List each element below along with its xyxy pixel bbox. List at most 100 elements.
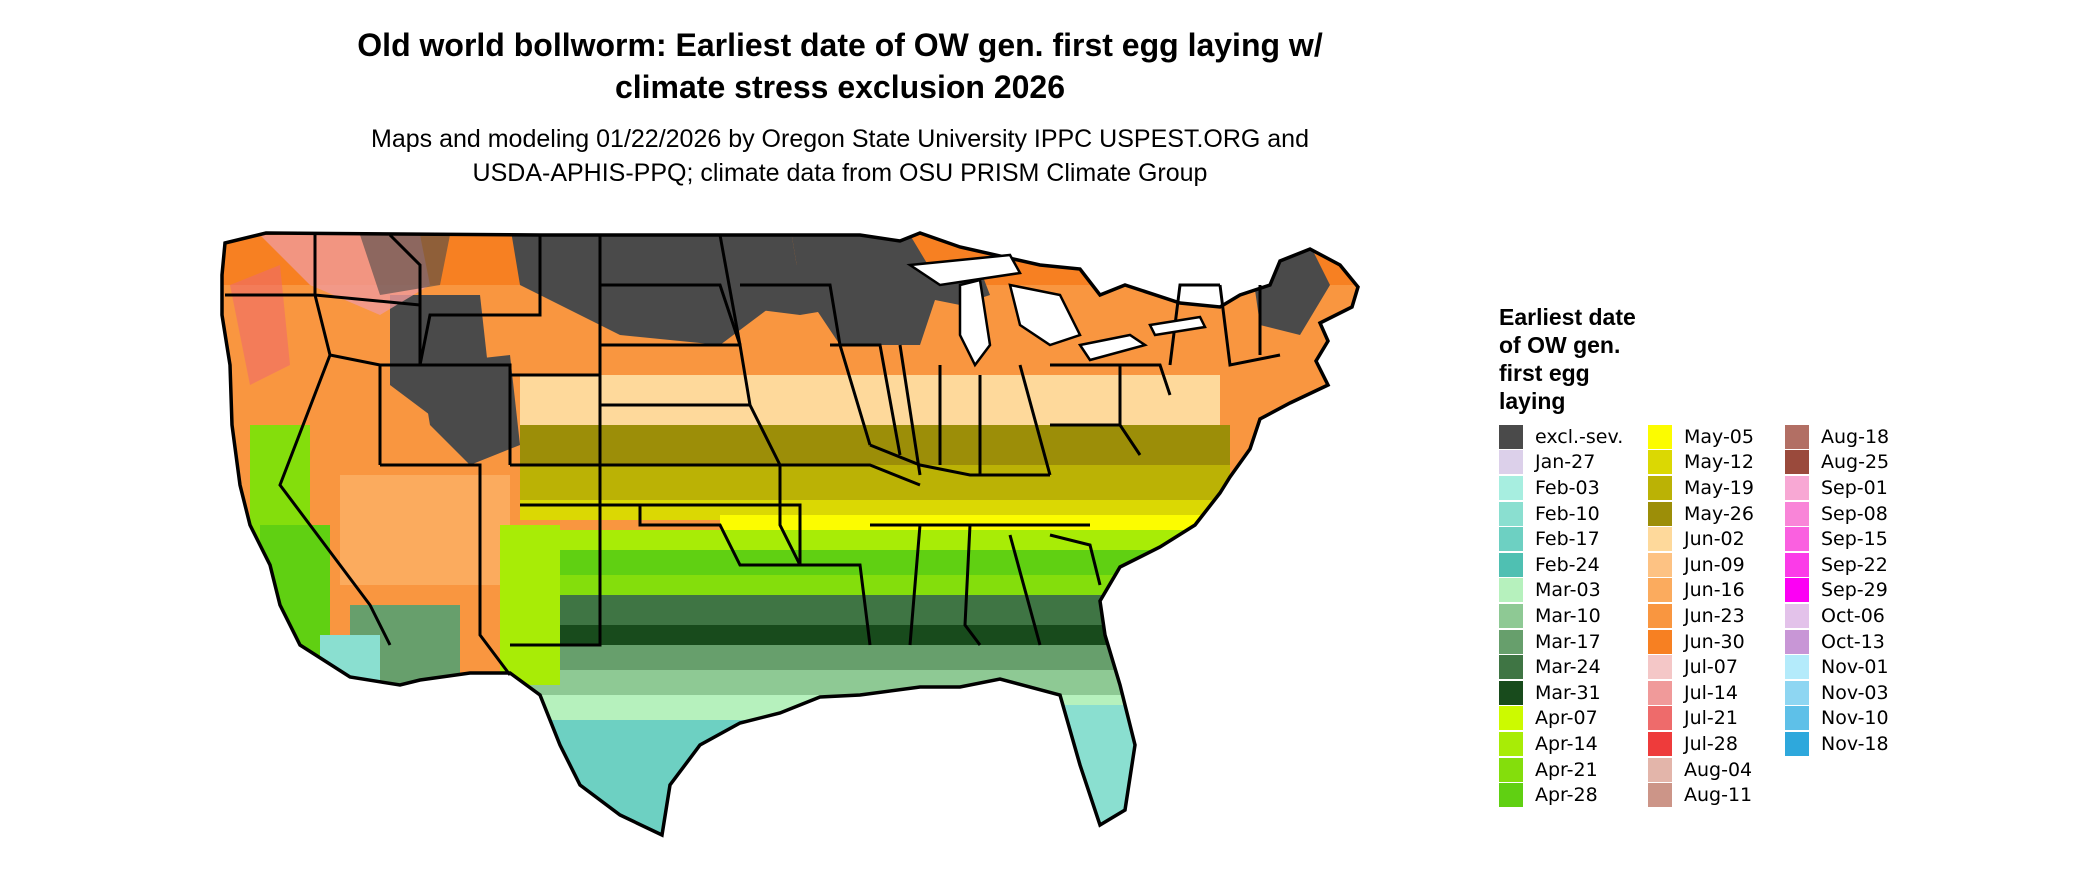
map-title: Old world bollworm: Earliest date of OW …	[300, 24, 1380, 108]
legend-swatch	[1499, 527, 1523, 552]
legend-swatch	[1648, 450, 1672, 475]
legend-swatch	[1499, 655, 1523, 680]
legend-item: Oct-13	[1785, 629, 1889, 655]
legend-swatch	[1785, 424, 1809, 449]
legend-label: Nov-10	[1821, 707, 1889, 730]
legend-label: Sep-15	[1821, 528, 1888, 551]
legend-item: May-12	[1648, 450, 1754, 476]
legend-swatch	[1499, 680, 1523, 705]
legend-item: Nov-10	[1785, 706, 1889, 732]
map-subtitle: Maps and modeling 01/22/2026 by Oregon S…	[300, 122, 1380, 190]
legend-label: Sep-22	[1821, 553, 1888, 576]
title-line-2: climate stress exclusion 2026	[614, 69, 1066, 105]
legend-swatch	[1785, 655, 1809, 680]
map-fill-layer	[222, 233, 1358, 835]
legend-swatch	[1499, 424, 1523, 449]
legend-label: Mar-17	[1535, 630, 1601, 653]
legend-label: Jul-07	[1684, 656, 1738, 679]
legend-item: Nov-01	[1785, 654, 1889, 680]
legend-item: Mar-03	[1499, 578, 1623, 604]
legend-swatch	[1499, 731, 1523, 756]
legend-title-line: laying	[1499, 388, 1566, 414]
legend-swatch	[1648, 552, 1672, 577]
legend-swatch	[1648, 731, 1672, 756]
legend-label: Aug-04	[1684, 758, 1753, 781]
legend-swatch	[1499, 475, 1523, 500]
legend-swatch	[1785, 629, 1809, 654]
us-map	[220, 231, 1360, 837]
legend-item: Feb-03	[1499, 475, 1623, 501]
legend-label: excl.-sev.	[1535, 425, 1624, 448]
legend-swatch	[1499, 450, 1523, 475]
map-panel	[220, 225, 1470, 890]
legend-swatch	[1499, 552, 1523, 577]
legend-label: Jul-14	[1684, 681, 1738, 704]
legend-label: Oct-06	[1821, 604, 1885, 627]
legend-swatch	[1648, 424, 1672, 449]
legend-item: Aug-04	[1648, 757, 1754, 783]
legend-label: May-26	[1684, 502, 1754, 525]
legend-item: Feb-10	[1499, 501, 1623, 527]
legend-label: Apr-07	[1535, 707, 1598, 730]
legend-label: Apr-14	[1535, 732, 1598, 755]
legend-item: Feb-17	[1499, 526, 1623, 552]
legend-label: Mar-03	[1535, 579, 1601, 602]
legend-swatch	[1499, 629, 1523, 654]
legend-swatch	[1648, 655, 1672, 680]
legend-item: Sep-22	[1785, 552, 1889, 578]
legend-swatch	[1648, 757, 1672, 782]
legend-swatch	[1785, 501, 1809, 526]
legend-column-2: May-05 May-12 May-19 May-26 Jun-02 Jun-09 Jun-…	[1648, 424, 1754, 808]
legend-label: Jun-23	[1684, 604, 1745, 627]
legend-swatch	[1648, 783, 1672, 808]
legend-item: Aug-25	[1785, 450, 1889, 476]
legend-item: Jun-30	[1648, 629, 1754, 655]
legend-label: Mar-24	[1535, 656, 1601, 679]
legend-label: Feb-03	[1535, 476, 1600, 499]
legend-swatch	[1785, 603, 1809, 628]
legend-item: Jun-02	[1648, 526, 1754, 552]
legend-swatch	[1785, 706, 1809, 731]
legend-label: Feb-10	[1535, 502, 1600, 525]
legend-item: Aug-18	[1785, 424, 1889, 450]
legend-swatch	[1785, 475, 1809, 500]
legend-label: Jun-16	[1684, 579, 1745, 602]
legend-item: Mar-24	[1499, 654, 1623, 680]
state-borders	[225, 233, 1281, 676]
legend-swatch	[1499, 501, 1523, 526]
legend-swatch	[1499, 783, 1523, 808]
legend-label: Sep-08	[1821, 502, 1888, 525]
legend-item: Jun-09	[1648, 552, 1754, 578]
legend-swatch	[1785, 527, 1809, 552]
legend-item: Jul-14	[1648, 680, 1754, 706]
legend-label: Jun-02	[1684, 528, 1745, 551]
legend-item: Feb-24	[1499, 552, 1623, 578]
legend-item: Apr-21	[1499, 757, 1623, 783]
title-line-1: Old world bollworm: Earliest date of OW …	[357, 27, 1323, 63]
legend-item: Sep-15	[1785, 526, 1889, 552]
legend-item: Nov-18	[1785, 731, 1889, 757]
legend-swatch	[1785, 578, 1809, 603]
legend-label: Nov-03	[1821, 681, 1889, 704]
legend-item: Jan-27	[1499, 450, 1623, 476]
legend-swatch	[1648, 680, 1672, 705]
legend-title-line: first egg	[1499, 360, 1590, 386]
legend-label: Jan-27	[1535, 451, 1596, 474]
legend-item: May-26	[1648, 501, 1754, 527]
legend-item: Jul-07	[1648, 654, 1754, 680]
legend-item: Sep-29	[1785, 578, 1889, 604]
legend-item: Jun-16	[1648, 578, 1754, 604]
legend-item: excl.-sev.	[1499, 424, 1623, 450]
legend-label: Aug-25	[1821, 451, 1890, 474]
legend-item: Apr-14	[1499, 731, 1623, 757]
legend-swatch	[1499, 603, 1523, 628]
legend-label: May-05	[1684, 425, 1754, 448]
legend-label: Feb-17	[1535, 528, 1600, 551]
legend-item: Jun-23	[1648, 603, 1754, 629]
legend-label: Mar-31	[1535, 681, 1601, 704]
legend-item: Jul-28	[1648, 731, 1754, 757]
legend-swatch	[1785, 680, 1809, 705]
legend-swatch	[1785, 552, 1809, 577]
great-lakes	[906, 253, 1207, 368]
legend-swatch	[1499, 757, 1523, 782]
